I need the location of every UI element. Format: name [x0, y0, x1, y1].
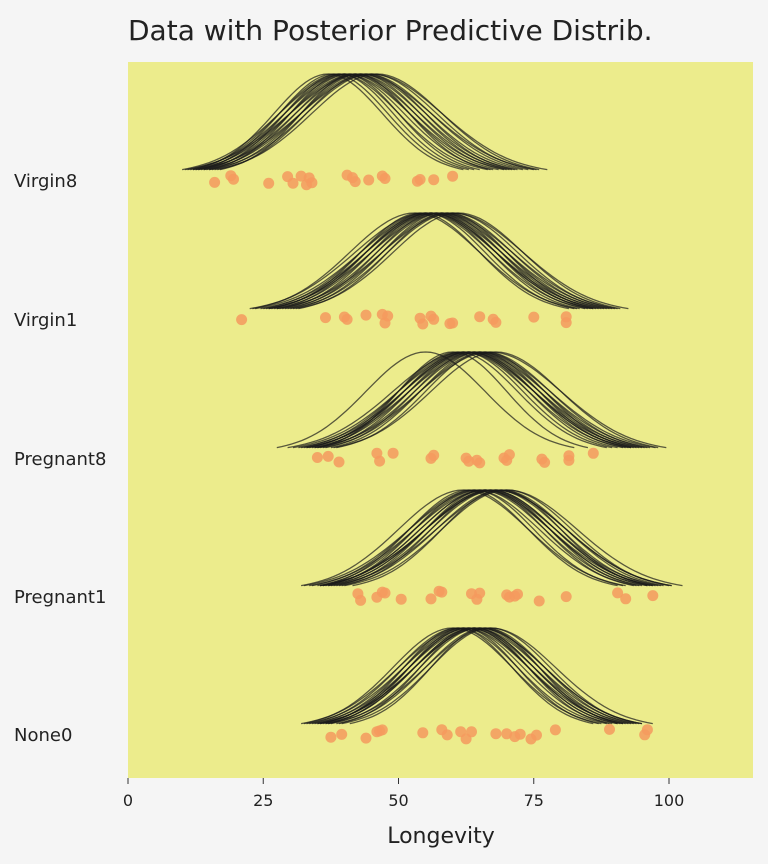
point-pregnant1-18	[612, 587, 624, 599]
point-pregnant8-5	[387, 447, 399, 459]
point-pregnant1-6	[425, 593, 437, 605]
point-pregnant8-14	[503, 449, 515, 461]
point-virgin1-3	[341, 313, 353, 325]
point-pregnant1-1	[355, 594, 367, 606]
point-virgin1-16	[490, 316, 502, 328]
point-virgin1-11	[428, 313, 440, 325]
point-virgin1-1	[320, 312, 331, 324]
point-virgin1-14	[474, 311, 486, 323]
y-label-none0: None0	[14, 725, 72, 746]
point-virgin8-13	[363, 174, 375, 186]
point-none0-17	[531, 729, 542, 741]
point-pregnant8-0	[311, 452, 323, 463]
point-none0-8	[441, 729, 453, 741]
point-pregnant1-5	[395, 593, 407, 605]
x-tick-label-25: 25	[253, 791, 273, 810]
point-none0-21	[641, 724, 653, 736]
curve-pregnant8-13	[317, 351, 589, 449]
curve-virgin8-14	[192, 73, 464, 171]
y-label-virgin8: Virgin8	[14, 171, 77, 192]
x-axis-label: Longevity	[387, 824, 495, 849]
point-virgin1-17	[528, 311, 540, 323]
curve-pregnant1-19	[336, 489, 634, 587]
x-tick-label-100: 100	[654, 791, 685, 810]
point-pregnant1-20	[647, 590, 659, 602]
point-pregnant8-19	[587, 447, 599, 459]
point-virgin8-5	[287, 177, 299, 189]
chart-title: Data with Posterior Predictive Distrib.	[128, 14, 653, 47]
point-none0-12	[490, 728, 502, 740]
point-pregnant1-19	[620, 593, 632, 605]
point-pregnant8-16	[539, 456, 551, 468]
point-virgin1-9	[417, 318, 429, 330]
x-axis: 0 25 50 75 100	[123, 778, 684, 810]
curve-pregnant8-16	[330, 351, 629, 449]
data-points	[209, 169, 659, 745]
curve-virgin1-19	[282, 212, 580, 310]
point-virgin8-15	[379, 173, 391, 184]
curve-pregnant8-18	[333, 351, 659, 449]
curve-virgin8-15	[209, 73, 534, 171]
y-label-virgin1: Virgin1	[14, 310, 77, 331]
point-none0-1	[336, 728, 348, 740]
point-virgin8-3	[263, 177, 275, 189]
point-virgin1-4	[360, 309, 372, 321]
point-pregnant1-16	[533, 595, 545, 607]
point-pregnant1-11	[474, 587, 486, 599]
curve-virgin1-14	[252, 212, 578, 310]
curve-none0-19	[325, 627, 624, 725]
point-pregnant8-18	[563, 454, 575, 466]
posterior-curves	[181, 73, 683, 725]
point-virgin8-12	[349, 176, 361, 188]
point-pregnant8-7	[428, 449, 440, 461]
point-virgin1-19	[560, 311, 572, 323]
point-pregnant1-4	[379, 587, 391, 599]
point-virgin1-0	[236, 314, 248, 326]
y-label-pregnant1: Pregnant1	[14, 587, 106, 608]
point-virgin8-9	[306, 177, 318, 189]
curve-virgin8-19	[190, 73, 488, 171]
point-none0-6	[417, 727, 429, 739]
point-none0-11	[466, 726, 477, 738]
curve-none0-18	[328, 627, 599, 725]
point-virgin1-7	[382, 310, 394, 322]
y-label-pregnant8: Pregnant8	[14, 449, 106, 470]
point-virgin1-13	[447, 317, 459, 329]
point-pregnant8-9	[463, 455, 475, 467]
x-tick-label-0: 0	[123, 791, 133, 810]
point-none0-15	[514, 728, 526, 740]
x-tick-label-75: 75	[524, 791, 544, 810]
point-virgin8-19	[447, 170, 459, 182]
point-none0-2	[360, 732, 372, 744]
curve-pregnant8-19	[319, 351, 618, 449]
curve-pregnant1-18	[319, 489, 618, 587]
y-axis-labels: Virgin8 Virgin1 Pregnant8 Pregnant1 None0	[14, 171, 106, 746]
point-none0-18	[549, 724, 561, 736]
point-pregnant8-4	[374, 455, 386, 467]
curve-pregnant1-15	[319, 489, 672, 587]
x-tick-label-50: 50	[388, 791, 408, 810]
point-virgin8-17	[414, 174, 426, 185]
curve-virgin1-16	[292, 212, 591, 310]
curve-pregnant1-17	[344, 489, 670, 587]
curve-none0-17	[341, 627, 640, 725]
point-pregnant8-11	[474, 457, 486, 469]
curve-pregnant8-12	[276, 351, 575, 449]
point-virgin8-0	[209, 176, 221, 188]
point-none0-0	[325, 731, 337, 743]
point-pregnant1-17	[560, 591, 572, 603]
point-pregnant8-2	[333, 456, 345, 468]
point-pregnant1-8	[436, 586, 448, 598]
point-pregnant8-1	[322, 450, 334, 462]
point-virgin8-2	[228, 173, 239, 185]
curve-virgin8-18	[184, 73, 537, 171]
point-none0-19	[604, 723, 615, 735]
curve-virgin1-18	[295, 212, 621, 310]
point-none0-5	[376, 724, 388, 736]
point-pregnant1-15	[512, 588, 523, 600]
point-virgin8-18	[428, 174, 440, 186]
